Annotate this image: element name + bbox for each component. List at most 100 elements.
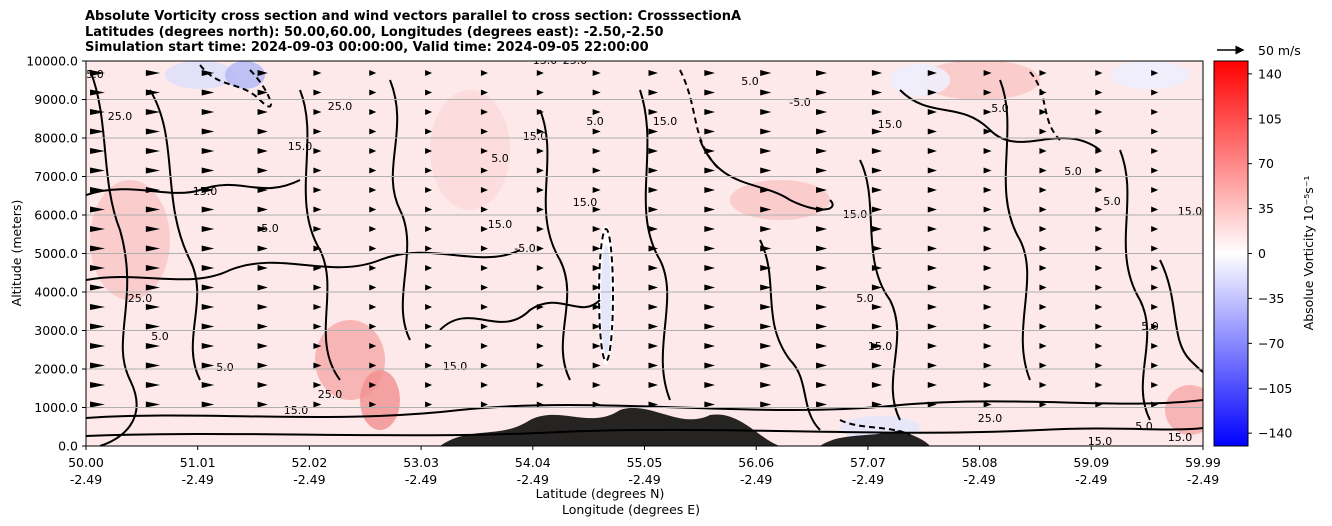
wind-vector — [1095, 148, 1103, 154]
wind-vector — [425, 362, 433, 369]
wind-vector — [536, 245, 544, 252]
wind-vector — [648, 128, 659, 135]
wind-vector — [927, 265, 937, 271]
x-tick-label-lon: -2.49 — [740, 472, 772, 487]
wind-vector — [369, 226, 377, 232]
wind-vector — [1151, 206, 1159, 213]
wind-vector — [983, 187, 992, 193]
wind-vector — [1039, 382, 1047, 388]
contour-line — [389, 79, 411, 341]
wind-vector — [983, 362, 992, 369]
colorbar: 140 105 70 35 0 −35 −70 −105 −140 Absolue Vortic… — [1213, 60, 1316, 447]
wind-vectors — [90, 70, 1159, 408]
wind-vector — [927, 245, 937, 252]
wind-vector — [536, 109, 544, 115]
wind-vector — [1095, 128, 1103, 135]
wind-vector — [983, 70, 992, 76]
wind-vector — [257, 245, 268, 252]
wind-vector — [425, 226, 433, 232]
wind-vector — [1151, 245, 1159, 252]
wind-vector — [480, 167, 488, 174]
x-tick-label-lat: 58.08 — [962, 455, 998, 470]
contour-line — [539, 109, 571, 381]
wind-vector — [145, 109, 161, 115]
x-tick-label-lon: -2.49 — [1187, 472, 1219, 487]
wind-vector — [927, 167, 937, 174]
wind-vector — [927, 128, 937, 135]
wind-vector — [145, 148, 161, 154]
wind-vector — [760, 304, 772, 310]
colorbar-tick-label: 70 — [1258, 156, 1274, 171]
wind-vector — [648, 362, 659, 369]
x-tick-label-lon: -2.49 — [517, 472, 549, 487]
wind-vector — [927, 362, 937, 369]
wind-vector — [480, 70, 488, 76]
contour-label: 5.0 — [86, 68, 104, 81]
wind-vector — [592, 245, 601, 252]
wind-vector — [816, 245, 828, 252]
wind-vector — [201, 284, 215, 291]
wind-vector — [1039, 343, 1047, 349]
contour-label: 25.0 — [128, 292, 153, 305]
wind-vector — [1095, 343, 1103, 349]
wind-vector — [871, 304, 883, 310]
wind-vector — [257, 401, 268, 408]
wind-vector — [1095, 70, 1103, 76]
wind-vector — [871, 401, 883, 408]
wind-vector — [592, 304, 601, 310]
colorbar-tick-label: −105 — [1258, 381, 1292, 396]
wind-vector — [983, 89, 992, 96]
wind-vector — [425, 401, 433, 408]
quiver-key: 50 m/s — [1217, 43, 1301, 58]
wind-vector — [201, 382, 215, 388]
wind-vector — [704, 206, 715, 213]
wind-vector — [592, 187, 601, 193]
wind-vector — [760, 323, 772, 330]
contour-label: 25.0 — [108, 110, 133, 123]
wind-vector — [704, 323, 715, 330]
wind-vector — [369, 382, 377, 388]
wind-vector — [760, 109, 772, 115]
x-tick-label-lon: -2.49 — [1075, 472, 1107, 487]
wind-vector — [1151, 187, 1159, 193]
wind-vector — [983, 382, 992, 388]
wind-vector — [648, 343, 659, 349]
wind-vector — [983, 265, 992, 271]
wind-vector — [1151, 382, 1159, 388]
wind-vector — [480, 362, 488, 369]
wind-vector — [536, 226, 544, 232]
wind-vector — [257, 382, 268, 388]
wind-vector — [90, 245, 105, 252]
y-axis-label: Altitude (meters) — [9, 200, 24, 307]
wind-vector — [201, 148, 215, 154]
wind-vector — [257, 265, 268, 271]
wind-vector — [592, 167, 601, 174]
wind-vector — [425, 343, 433, 349]
contour-label: 15.0 — [193, 185, 218, 198]
wind-vector — [704, 167, 715, 174]
wind-vector — [1151, 109, 1159, 115]
contour-label: 5.0 — [741, 75, 759, 88]
x-tick-label-lat: 53.03 — [403, 455, 439, 470]
vorticity-blob — [601, 245, 611, 355]
wind-vector — [760, 245, 772, 252]
wind-vector — [983, 304, 992, 310]
wind-vector — [90, 128, 105, 135]
contour-label: 5.0 — [216, 361, 234, 374]
wind-vector — [145, 304, 161, 310]
wind-vector — [816, 167, 828, 174]
wind-vector — [648, 284, 659, 291]
wind-vector — [257, 304, 268, 310]
wind-vector — [257, 128, 268, 135]
contour-label: 5.0 — [1135, 420, 1153, 433]
x-axis: 50.00 -2.49 51.01 -2.49 52.02 -2.49 53.03 -2.49… — [68, 446, 1221, 487]
contour-line-negative — [679, 69, 721, 171]
contour-line — [1159, 259, 1203, 373]
wind-vector — [480, 304, 488, 310]
wind-vector — [704, 362, 715, 369]
wind-vector — [201, 343, 215, 349]
contour-label: 5.0 — [1141, 320, 1159, 333]
contour-label: 5.0 — [586, 115, 604, 128]
y-tick-label: 3000.0 — [34, 323, 78, 338]
wind-vector — [1151, 304, 1159, 310]
